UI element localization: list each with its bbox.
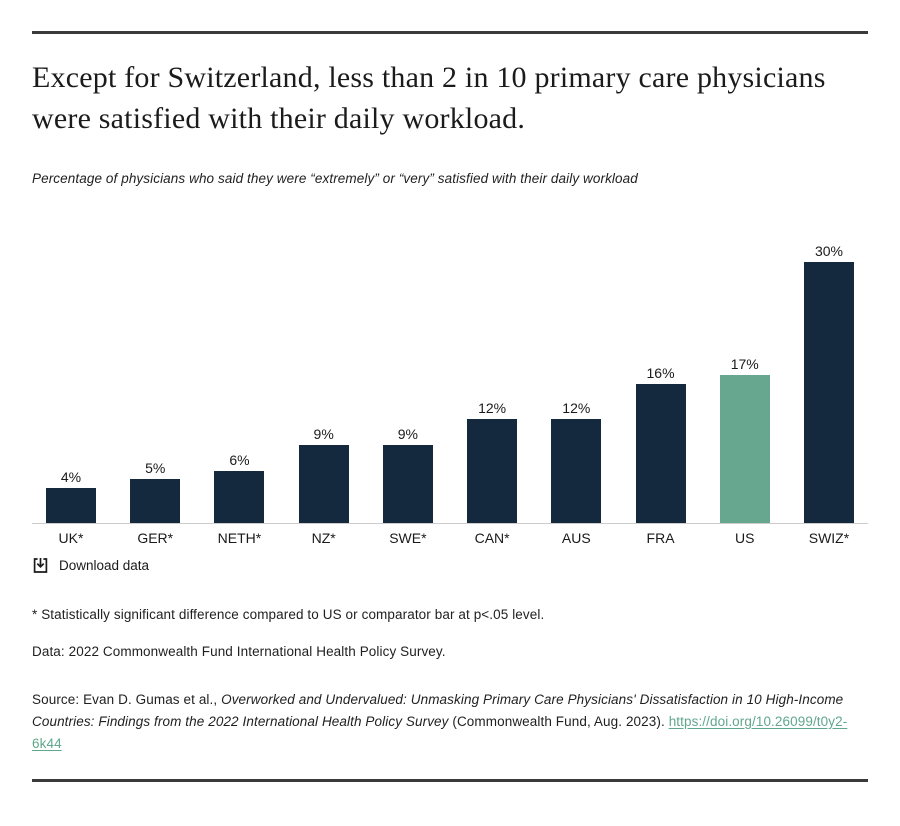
source-prefix: Source: Evan D. Gumas et al., <box>32 691 222 707</box>
bar-value-label: 16% <box>646 364 675 381</box>
category-label: AUS <box>561 529 591 546</box>
download-data-button[interactable]: Download data <box>32 557 149 574</box>
bar-value-label: 6% <box>229 451 250 468</box>
bar-group: 12% <box>467 399 518 523</box>
bar-swiz <box>803 261 854 523</box>
chart-subtitle: Percentage of physicians who said they w… <box>32 170 638 186</box>
doi-link[interactable]: https://doi.org/10.26099/t0y2-6k44 <box>32 713 848 751</box>
bar-aus <box>551 418 602 523</box>
source-publication-title: Overworked and Undervalued: Unmasking Pr… <box>32 691 844 729</box>
category-label: CAN* <box>474 529 510 546</box>
bar-nz <box>298 444 349 523</box>
significance-footnote: * Statistically significant difference c… <box>32 606 545 622</box>
bar-chart-category-labels: UK* GER* NETH* NZ* SWE* CAN* AUS FRA US SWIZ* <box>32 530 868 546</box>
category-label: GER* <box>137 529 174 546</box>
bar-value-label: 17% <box>730 355 759 372</box>
bar-swe <box>382 444 433 523</box>
bar-value-label: 9% <box>397 425 418 442</box>
category-label: SWIZ* <box>808 529 850 546</box>
bar-group: 9% <box>298 425 349 523</box>
bar-value-label: 9% <box>313 425 334 442</box>
category-label: NETH* <box>217 529 262 546</box>
bar-group: 4% <box>46 469 96 523</box>
download-label: Download data <box>59 557 150 573</box>
bar-group: 16% <box>635 364 686 523</box>
bar-can <box>467 418 518 523</box>
bar-value-label: 30% <box>814 242 843 259</box>
page-title: Except for Switzerland, less than 2 in 1… <box>32 61 826 136</box>
bar-neth <box>214 470 265 523</box>
category-label: FRA <box>646 529 675 546</box>
source-citation: Source: Evan D. Gumas et al., Overworked… <box>32 689 868 755</box>
bar-group: 5% <box>130 459 181 523</box>
bar-chart-plot: 4% 5% 6% 9% 9% 12% 12% 16% 17% 30% <box>32 243 868 524</box>
top-divider <box>32 31 868 34</box>
bottom-divider <box>32 778 868 782</box>
bar-group: 9% <box>382 425 433 523</box>
bar-group: 12% <box>551 399 602 523</box>
bar-value-label: 4% <box>60 468 82 485</box>
data-source-line: Data: 2022 Commonwealth Fund Internation… <box>32 643 446 659</box>
category-label: NZ* <box>311 529 336 546</box>
bar-value-label: 12% <box>478 399 507 416</box>
bar-group: 17% <box>719 355 770 523</box>
page-container: Except for Switzerland, less than 2 in 1… <box>0 31 900 826</box>
bar-us <box>719 374 770 523</box>
bar-ger <box>130 478 181 523</box>
bar-value-label: 12% <box>562 399 591 416</box>
category-label: US <box>735 529 755 546</box>
bar-group: 6% <box>214 451 265 523</box>
bar-group: 30% <box>803 242 854 523</box>
source-suffix: (Commonwealth Fund, Aug. 2023). <box>448 713 669 729</box>
bar-value-label: 5% <box>145 459 166 476</box>
bar-fra <box>635 383 686 523</box>
download-icon <box>32 557 49 574</box>
category-label: UK* <box>58 529 84 546</box>
category-label: SWE* <box>389 529 427 546</box>
bar-uk <box>46 487 96 523</box>
